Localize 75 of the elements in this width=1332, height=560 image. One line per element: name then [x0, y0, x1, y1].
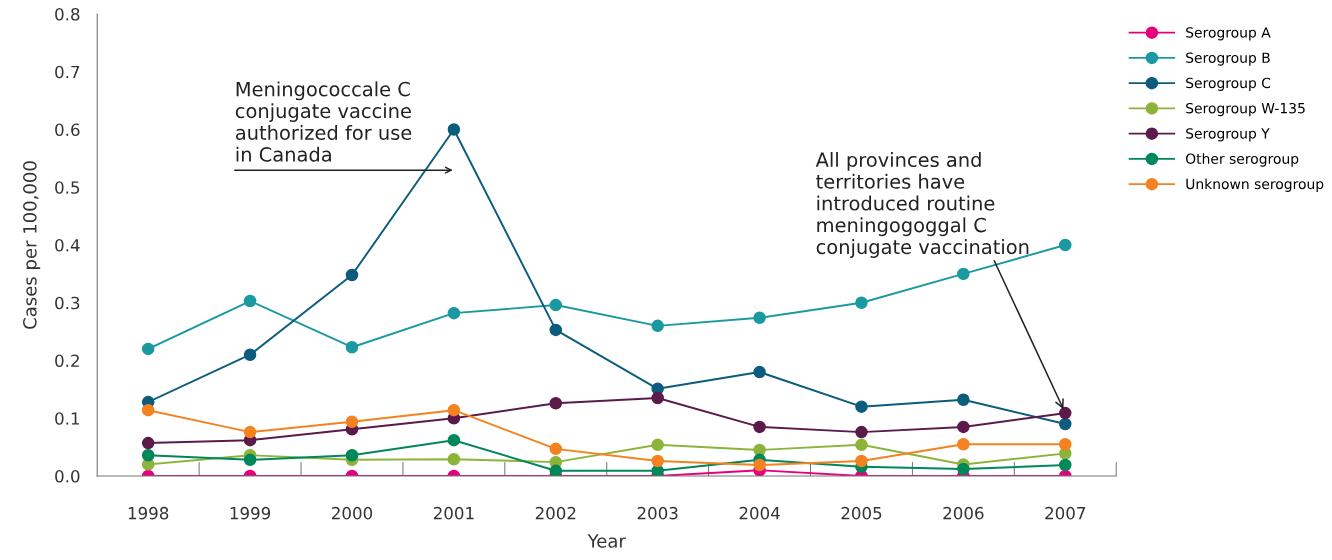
x-tick-label: 1999 — [230, 506, 271, 520]
legend-label: Serogroup W-135 — [1186, 102, 1305, 117]
legend-label: Serogroup C — [1186, 77, 1271, 91]
point — [855, 454, 868, 468]
point — [651, 454, 664, 468]
point — [1059, 238, 1072, 252]
point — [141, 342, 155, 356]
x-tick-label: 2007 — [1045, 506, 1086, 520]
point — [651, 319, 664, 333]
point — [447, 453, 461, 466]
y-tick-label: 0.4 — [55, 238, 80, 252]
point — [957, 437, 970, 451]
x-tick-label: 2004 — [739, 506, 780, 520]
point — [957, 393, 970, 407]
point — [549, 396, 563, 410]
x-tick-label: 2000 — [331, 506, 373, 520]
point — [141, 448, 155, 462]
legend-label: Serogroup A — [1186, 27, 1271, 41]
x-tick-label: 2003 — [637, 506, 678, 520]
point — [1059, 458, 1072, 472]
y-tick-label: 0.1 — [55, 412, 80, 425]
point — [345, 340, 359, 354]
x-tick-label: 2002 — [535, 506, 576, 520]
y-tick-label: 0.0 — [55, 469, 80, 483]
point — [753, 458, 766, 472]
legend-label: Other serogroup — [1185, 153, 1299, 167]
legend-label: Serogroup B — [1186, 52, 1270, 66]
point — [1059, 406, 1072, 420]
y-tick-label: 0.8 — [55, 7, 80, 21]
point — [243, 294, 257, 308]
legend-label: Serogroup Y — [1186, 128, 1270, 142]
point — [1059, 417, 1072, 431]
point — [141, 403, 155, 417]
annotation: All provinces and territories have introduced routine meningogoggal C conjugate vaccination — [815, 152, 1029, 258]
point — [549, 323, 563, 337]
point — [957, 267, 970, 281]
point — [855, 296, 868, 310]
point — [957, 462, 970, 476]
annotation: Meningococcale C conjugate vaccine authorized for use in Canada — [235, 81, 412, 162]
x-axis-title: Year — [587, 534, 626, 548]
point — [753, 365, 766, 379]
point — [753, 420, 766, 434]
point — [549, 298, 563, 312]
point — [243, 348, 257, 361]
point — [447, 123, 461, 136]
point — [651, 438, 664, 452]
y-tick-label: 0.2 — [55, 354, 79, 368]
point — [243, 425, 257, 439]
point — [447, 433, 461, 447]
point — [855, 438, 868, 452]
point — [855, 425, 868, 439]
point — [957, 420, 970, 434]
point — [855, 400, 868, 413]
x-tick-label: 2006 — [943, 506, 984, 520]
y-axis-title: Cases per 100,000 — [23, 161, 41, 329]
point — [447, 306, 461, 320]
point — [753, 311, 766, 325]
point — [447, 403, 461, 417]
point — [1059, 437, 1072, 451]
point — [345, 268, 359, 282]
point — [549, 464, 563, 476]
y-tick-label: 0.7 — [55, 65, 80, 79]
point — [651, 391, 664, 405]
x-tick-label: 1998 — [128, 506, 169, 520]
x-tick-label: 2001 — [433, 506, 474, 520]
legend-label: Unknown serogroup — [1186, 178, 1324, 192]
point — [549, 442, 563, 456]
point — [141, 436, 155, 450]
y-tick-label: 0.5 — [55, 181, 80, 194]
y-tick-label: 0.3 — [55, 296, 80, 310]
point — [345, 415, 359, 428]
x-tick-label: 2005 — [841, 506, 882, 520]
y-tick-label: 0.6 — [55, 123, 80, 137]
point — [243, 453, 257, 467]
point — [345, 448, 359, 462]
